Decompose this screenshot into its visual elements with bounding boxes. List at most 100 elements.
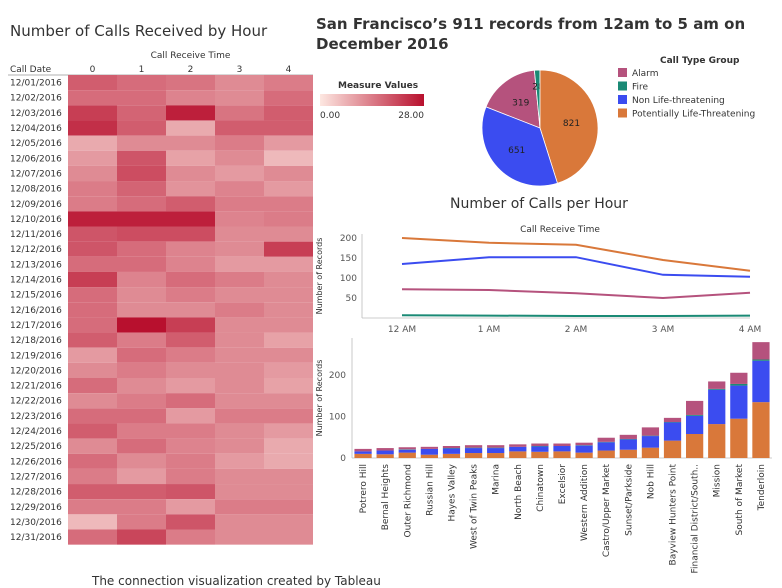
heatmap-cell bbox=[215, 484, 264, 499]
heatmap-cell bbox=[264, 136, 313, 151]
heatmap-row-label: 12/06/2016 bbox=[10, 154, 62, 164]
bar-segment bbox=[509, 444, 526, 446]
heatmap-row-label: 12/02/2016 bbox=[10, 94, 62, 104]
heatmap-cell bbox=[166, 272, 215, 287]
bar-segment bbox=[443, 454, 460, 458]
heatmap-cell bbox=[215, 348, 264, 363]
heatmap-row-label: 12/01/2016 bbox=[10, 79, 62, 89]
heatmap-row-label: 12/07/2016 bbox=[10, 169, 62, 179]
bar-x-tick-label: Bernal Heights bbox=[381, 464, 391, 531]
line-y-tick-label: 200 bbox=[340, 234, 357, 244]
heatmap-cell bbox=[68, 257, 117, 272]
heatmap-cell bbox=[117, 302, 166, 317]
heatmap-cell bbox=[264, 272, 313, 287]
heatmap-cell bbox=[117, 257, 166, 272]
heatmap-cell bbox=[166, 196, 215, 211]
bar-segment bbox=[752, 342, 769, 359]
heatmap-row-label: 12/31/2016 bbox=[10, 533, 62, 543]
bar-segment bbox=[421, 449, 438, 455]
heatmap-cell bbox=[166, 287, 215, 302]
bar-segment bbox=[354, 451, 371, 453]
group-legend-label: Potentially Life-Threatening bbox=[632, 110, 755, 120]
bar-segment bbox=[531, 444, 548, 446]
heatmap-cell bbox=[68, 151, 117, 166]
bar-segment bbox=[443, 446, 460, 448]
heatmap-cell bbox=[215, 75, 264, 90]
bar-segment bbox=[598, 442, 615, 450]
heatmap-row-label: 12/29/2016 bbox=[10, 503, 62, 513]
heatmap-cell bbox=[215, 90, 264, 105]
heatmap-cell bbox=[264, 120, 313, 135]
heatmap-cell bbox=[215, 257, 264, 272]
bar-segment bbox=[642, 427, 659, 435]
heatmap-cell bbox=[215, 469, 264, 484]
heatmap-cell bbox=[166, 454, 215, 469]
heatmap-cell bbox=[68, 439, 117, 454]
bar-y-axis-title: Number of Records bbox=[315, 360, 324, 437]
bar-segment bbox=[487, 453, 504, 458]
bar-x-tick-label: Sunset/Parkside bbox=[624, 464, 634, 536]
heatmap-cell bbox=[166, 408, 215, 423]
bar-segment bbox=[465, 453, 482, 458]
heatmap-cell bbox=[215, 151, 264, 166]
heatmap-cell bbox=[117, 469, 166, 484]
heatmap-cell bbox=[264, 181, 313, 196]
heatmap-cell bbox=[264, 227, 313, 242]
heatmap-cell bbox=[215, 393, 264, 408]
heatmap-cell bbox=[166, 181, 215, 196]
line-series bbox=[402, 289, 750, 298]
heatmap-cell bbox=[68, 423, 117, 438]
heatmap-row-label: 12/12/2016 bbox=[10, 245, 62, 255]
heatmap-cell bbox=[117, 484, 166, 499]
heatmap-cell bbox=[166, 378, 215, 393]
bar-segment bbox=[399, 447, 416, 449]
heatmap-cell bbox=[264, 530, 313, 545]
bar-segment bbox=[598, 451, 615, 458]
heatmap-cell bbox=[264, 242, 313, 257]
heatmap-cell bbox=[117, 75, 166, 90]
heatmap-cell bbox=[264, 469, 313, 484]
line-y-axis-title: Number of Records bbox=[315, 238, 324, 315]
bar-segment bbox=[686, 434, 703, 458]
heatmap-cell bbox=[264, 439, 313, 454]
heatmap-cell bbox=[166, 514, 215, 529]
heatmap-cell bbox=[166, 120, 215, 135]
heatmap-cell bbox=[215, 227, 264, 242]
heatmap-cell bbox=[264, 287, 313, 302]
heatmap-col-label: 0 bbox=[90, 65, 96, 75]
heatmap-col-label: 1 bbox=[139, 65, 145, 75]
heatmap-row-label: 12/26/2016 bbox=[10, 457, 62, 467]
heatmap-cell bbox=[117, 514, 166, 529]
heatmap-cell bbox=[68, 287, 117, 302]
line-x-axis-title: Call Receive Time bbox=[520, 225, 600, 235]
heatmap-cell bbox=[68, 333, 117, 348]
heatmap-cell bbox=[68, 530, 117, 545]
heatmap-cell bbox=[166, 136, 215, 151]
caption: The connection visualization created by … bbox=[92, 574, 381, 588]
heatmap-cell bbox=[166, 211, 215, 226]
pie-slice-label: 651 bbox=[508, 146, 525, 156]
heatmap-cell bbox=[68, 393, 117, 408]
heatmap-cell bbox=[117, 439, 166, 454]
heatmap-row-label: 12/20/2016 bbox=[10, 366, 62, 376]
bar-segment bbox=[377, 451, 394, 455]
heatmap-cell bbox=[68, 499, 117, 514]
heatmap-cell bbox=[264, 484, 313, 499]
heatmap-cell bbox=[215, 363, 264, 378]
bar-x-tick-label: Bayview Hunters Point bbox=[669, 464, 679, 566]
heatmap-cell bbox=[68, 272, 117, 287]
heatmap-cell bbox=[117, 105, 166, 120]
line-y-tick-label: 150 bbox=[340, 254, 357, 264]
heatmap-cell bbox=[68, 408, 117, 423]
heatmap-cell bbox=[68, 317, 117, 332]
heatmap-cell bbox=[117, 196, 166, 211]
heatmap-cell bbox=[68, 454, 117, 469]
bar-segment bbox=[752, 361, 769, 402]
heatmap-cell bbox=[215, 181, 264, 196]
bar-segment bbox=[553, 444, 570, 446]
heatmap-row-label: 12/17/2016 bbox=[10, 321, 62, 331]
measure-values-legend: Measure Values 0.00 28.00 bbox=[312, 72, 442, 128]
bar-x-tick-label: Chinatown bbox=[536, 464, 546, 512]
heatmap-cell bbox=[215, 166, 264, 181]
heatmap-col-label: 2 bbox=[188, 65, 194, 75]
